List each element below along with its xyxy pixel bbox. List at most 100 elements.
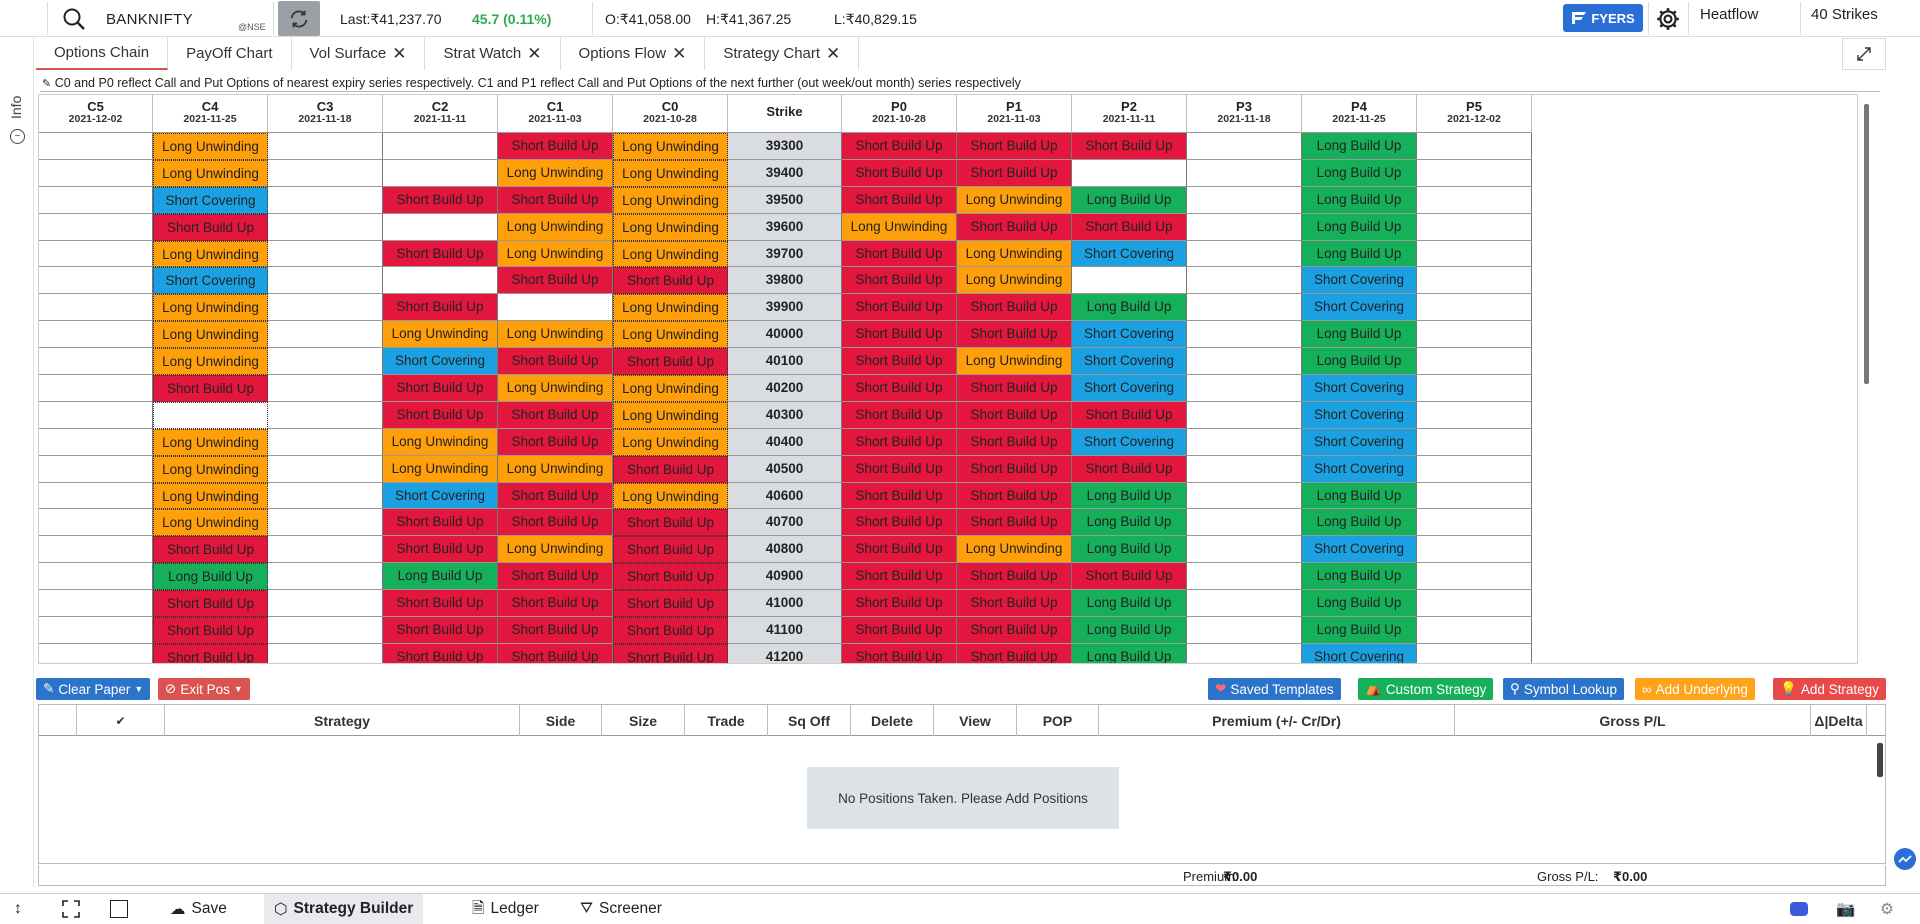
clear-paper-button[interactable]: ✎ Clear Paper ▼ bbox=[36, 678, 151, 700]
flow-cell[interactable]: Short Build Up bbox=[957, 617, 1072, 644]
flow-cell[interactable]: Long Build Up bbox=[1302, 321, 1417, 349]
flow-cell[interactable]: Short Build Up bbox=[153, 536, 268, 564]
add-strategy-button[interactable]: 💡 Add Strategy bbox=[1773, 678, 1886, 700]
flow-cell[interactable]: Long Build Up bbox=[1302, 240, 1417, 268]
flow-cell[interactable]: Short Build Up bbox=[383, 643, 498, 663]
resize-button[interactable]: ↕ bbox=[14, 894, 22, 924]
flow-cell[interactable]: Long Unwinding bbox=[383, 455, 498, 483]
flow-cell[interactable]: Short Build Up bbox=[383, 509, 498, 537]
flow-cell[interactable]: Short Build Up bbox=[613, 348, 728, 376]
flow-cell[interactable]: Short Build Up bbox=[498, 509, 613, 537]
chart-widget-icon[interactable] bbox=[1894, 848, 1916, 870]
flow-cell[interactable]: Long Build Up bbox=[1072, 509, 1187, 537]
flow-cell[interactable]: Long Unwinding bbox=[613, 240, 728, 268]
flow-cell[interactable]: Long Build Up bbox=[1072, 186, 1187, 214]
flow-cell[interactable]: Short Build Up bbox=[957, 133, 1072, 160]
flow-cell[interactable]: Short Covering bbox=[1072, 375, 1187, 402]
flow-cell[interactable]: Short Build Up bbox=[842, 509, 957, 537]
flow-cell[interactable]: Short Build Up bbox=[498, 643, 613, 663]
flow-cell[interactable]: Long Build Up bbox=[1302, 590, 1417, 618]
flow-cell[interactable]: Short Build Up bbox=[498, 617, 613, 644]
flow-cell[interactable]: Short Build Up bbox=[498, 348, 613, 376]
flow-cell[interactable]: Long Unwinding bbox=[613, 428, 728, 456]
flow-cell[interactable]: Short Build Up bbox=[498, 267, 613, 295]
flow-cell[interactable]: Long Build Up bbox=[1302, 186, 1417, 214]
flow-cell[interactable]: Long Unwinding bbox=[613, 321, 728, 349]
saved-templates-button[interactable]: ❤ Saved Templates bbox=[1208, 678, 1341, 700]
flow-cell[interactable]: Short Build Up bbox=[842, 375, 957, 402]
flow-cell[interactable]: Short Build Up bbox=[153, 643, 268, 663]
flow-cell[interactable]: Long Unwinding bbox=[153, 240, 268, 268]
flow-cell[interactable]: Short Build Up bbox=[842, 321, 957, 349]
flow-cell[interactable]: Long Unwinding bbox=[498, 455, 613, 483]
flow-cell[interactable]: Short Covering bbox=[153, 186, 268, 214]
flow-cell[interactable]: Short Build Up bbox=[957, 294, 1072, 322]
discord-button[interactable] bbox=[1790, 894, 1808, 924]
flow-cell[interactable]: Short Build Up bbox=[498, 590, 613, 618]
flow-cell[interactable]: Long Unwinding bbox=[957, 267, 1072, 295]
flow-cell[interactable]: Short Build Up bbox=[383, 617, 498, 644]
flow-cell[interactable]: Short Build Up bbox=[498, 482, 613, 510]
flow-cell[interactable]: Long Unwinding bbox=[153, 428, 268, 456]
flow-cell[interactable]: Long Unwinding bbox=[613, 482, 728, 510]
flow-cell[interactable]: Long Unwinding bbox=[613, 401, 728, 429]
flow-cell[interactable]: Short Covering bbox=[1302, 455, 1417, 483]
flow-cell[interactable]: Short Build Up bbox=[957, 321, 1072, 349]
flow-cell[interactable]: Short Covering bbox=[383, 348, 498, 376]
flow-cell[interactable]: Short Build Up bbox=[498, 401, 613, 429]
symbol-field[interactable]: BANKNIFTY @NSE bbox=[102, 2, 274, 35]
flow-cell[interactable]: Long Build Up bbox=[1072, 536, 1187, 564]
flow-cell[interactable]: Short Build Up bbox=[613, 617, 728, 644]
gear-icon[interactable] bbox=[1655, 6, 1681, 32]
flow-cell[interactable]: Short Build Up bbox=[613, 267, 728, 295]
flow-cell[interactable]: Long Build Up bbox=[1072, 590, 1187, 618]
flow-cell[interactable]: Short Build Up bbox=[842, 159, 957, 187]
flow-cell[interactable]: Short Build Up bbox=[153, 590, 268, 618]
flow-cell[interactable]: Short Build Up bbox=[842, 536, 957, 564]
flow-cell[interactable]: Long Unwinding bbox=[153, 133, 268, 160]
flow-cell[interactable]: Short Covering bbox=[1302, 536, 1417, 564]
ledger-button[interactable]: 🗎 Ledger bbox=[472, 894, 539, 924]
flow-cell[interactable]: Short Build Up bbox=[383, 536, 498, 564]
flow-cell[interactable]: Long Build Up bbox=[1302, 213, 1417, 241]
flow-cell[interactable]: Short Covering bbox=[1302, 294, 1417, 322]
flow-cell[interactable]: Short Build Up bbox=[842, 133, 957, 160]
flow-cell[interactable]: Short Covering bbox=[1302, 401, 1417, 429]
flow-cell[interactable]: Short Build Up bbox=[842, 563, 957, 591]
flow-cell[interactable]: Short Build Up bbox=[1072, 213, 1187, 241]
heatflow-menu[interactable]: Heatflow bbox=[1700, 6, 1759, 23]
positions-scrollbar[interactable] bbox=[1877, 743, 1883, 777]
flow-cell[interactable]: Short Build Up bbox=[842, 617, 957, 644]
expand-button[interactable] bbox=[1842, 38, 1886, 70]
flow-cell[interactable]: Short Covering bbox=[1072, 348, 1187, 376]
flow-cell[interactable]: Short Build Up bbox=[842, 482, 957, 510]
flow-cell[interactable]: Long Unwinding bbox=[498, 213, 613, 241]
custom-strategy-button[interactable]: ⛺ Custom Strategy bbox=[1358, 678, 1494, 700]
search-button[interactable] bbox=[48, 2, 100, 35]
flow-cell[interactable]: Long Build Up bbox=[1302, 133, 1417, 160]
close-icon[interactable]: ✕ bbox=[826, 44, 841, 63]
flow-cell[interactable]: Short Build Up bbox=[957, 401, 1072, 429]
flow-cell[interactable]: Long Build Up bbox=[1072, 294, 1187, 322]
flow-cell[interactable]: Short Covering bbox=[153, 267, 268, 295]
flow-cell[interactable]: Short Build Up bbox=[498, 428, 613, 456]
flow-cell[interactable]: Short Build Up bbox=[498, 186, 613, 214]
flow-cell[interactable]: Short Build Up bbox=[842, 455, 957, 483]
flow-cell[interactable]: Long Unwinding bbox=[613, 213, 728, 241]
flow-cell[interactable]: Short Build Up bbox=[842, 186, 957, 214]
flow-cell[interactable]: Long Unwinding bbox=[957, 536, 1072, 564]
save-button[interactable]: ☁ Save bbox=[170, 894, 227, 924]
broker-button[interactable]: FYERS bbox=[1563, 4, 1643, 32]
flow-cell[interactable]: Short Build Up bbox=[957, 482, 1072, 510]
flow-cell[interactable]: Short Build Up bbox=[957, 563, 1072, 591]
strategy-builder-button[interactable]: ⬡ Strategy Builder bbox=[264, 894, 424, 924]
tab-options-flow[interactable]: Options Flow ✕ bbox=[561, 37, 706, 70]
flow-cell[interactable]: Short Build Up bbox=[613, 643, 728, 663]
grid-scrollbar[interactable] bbox=[1864, 104, 1869, 384]
fullscreen-button[interactable] bbox=[62, 894, 80, 924]
flow-cell[interactable]: Short Build Up bbox=[613, 563, 728, 591]
exit-pos-button[interactable]: ⊘ Exit Pos ▼ bbox=[158, 678, 250, 700]
flow-cell[interactable]: Short Covering bbox=[383, 482, 498, 510]
flow-cell[interactable]: Short Covering bbox=[1302, 643, 1417, 663]
flow-cell[interactable]: Short Build Up bbox=[1072, 401, 1187, 429]
